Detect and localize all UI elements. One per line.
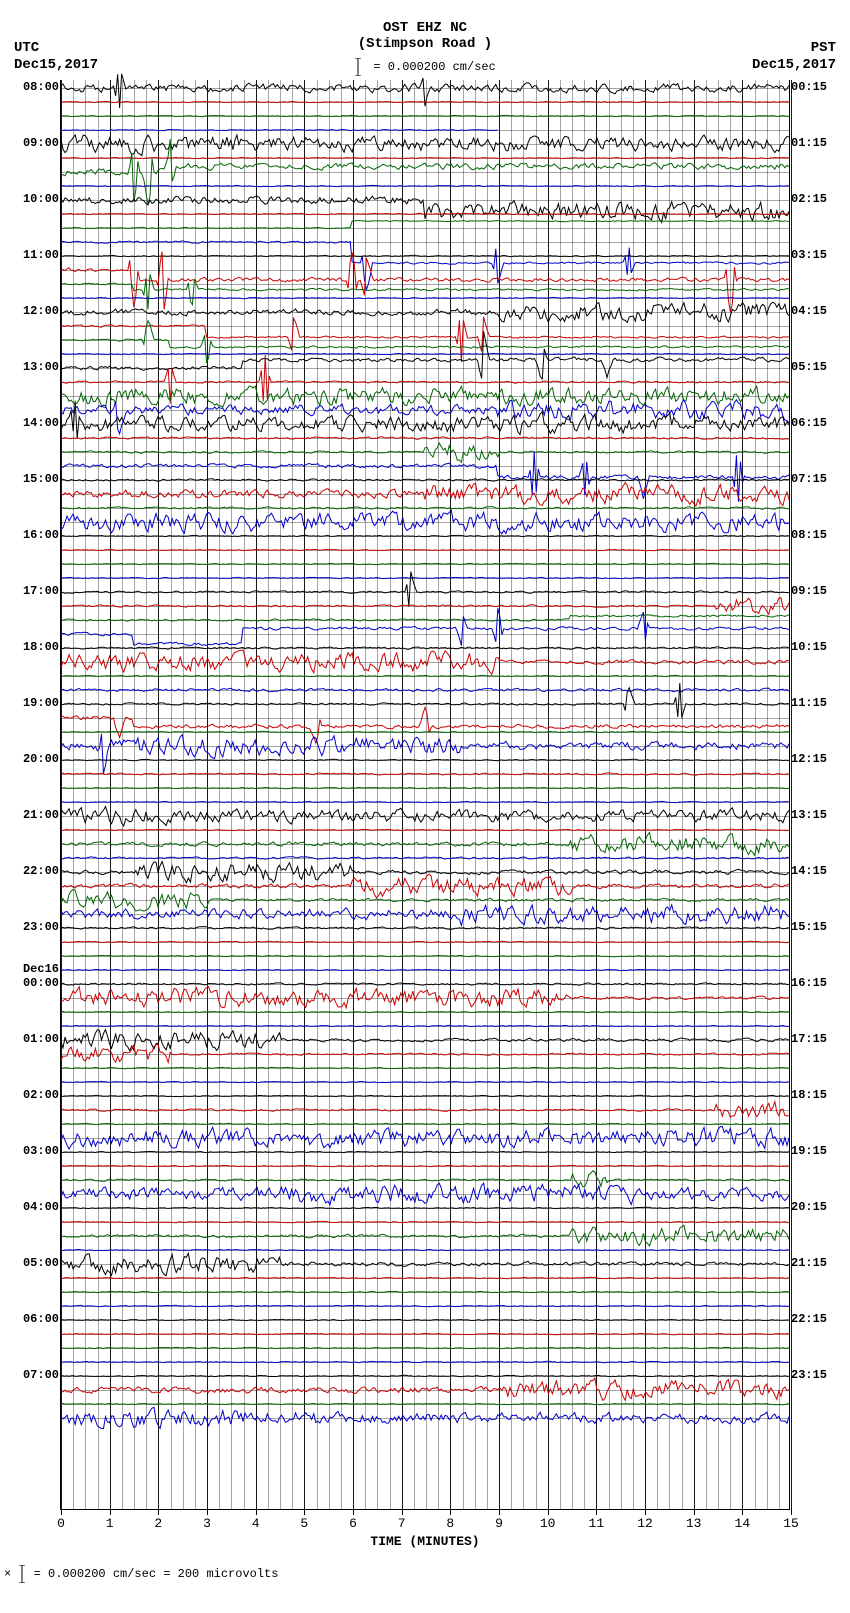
header: OST EHZ NC (Stimpson Road )	[0, 0, 850, 52]
x-tick-mark	[499, 1509, 500, 1515]
pst-time-label: 15:15	[791, 920, 849, 934]
pst-time-label: 01:15	[791, 136, 849, 150]
utc-time-label: 17:00	[1, 584, 59, 598]
utc-time-label: 09:00	[1, 136, 59, 150]
utc-time-label: 05:00	[1, 1256, 59, 1270]
pst-time-label: 03:15	[791, 248, 849, 262]
pst-time-label: 04:15	[791, 304, 849, 318]
x-tick-mark	[645, 1509, 646, 1515]
x-tick-mark	[791, 1509, 792, 1515]
x-tick-label: 5	[300, 1516, 308, 1531]
pst-time-label: 08:15	[791, 528, 849, 542]
utc-time-label: 07:00	[1, 1368, 59, 1382]
pst-time-label: 07:15	[791, 472, 849, 486]
gridline-vertical	[791, 80, 792, 1509]
pst-time-label: 17:15	[791, 1032, 849, 1046]
x-tick-label: 13	[686, 1516, 702, 1531]
pst-time-label: 21:15	[791, 1256, 849, 1270]
utc-time-label: 13:00	[1, 360, 59, 374]
pst-time-label: 05:15	[791, 360, 849, 374]
x-tick-label: 8	[446, 1516, 454, 1531]
x-tick-label: 2	[154, 1516, 162, 1531]
utc-time-label: 02:00	[1, 1088, 59, 1102]
x-tick-mark	[450, 1509, 451, 1515]
x-tick-mark	[402, 1509, 403, 1515]
pst-tz-label: PST	[811, 40, 836, 56]
footer-tick-icon	[18, 1565, 26, 1583]
utc-time-label: 23:00	[1, 920, 59, 934]
x-tick-label: 6	[349, 1516, 357, 1531]
x-tick-mark	[596, 1509, 597, 1515]
utc-time-label: 10:00	[1, 192, 59, 206]
utc-time-label: 03:00	[1, 1144, 59, 1158]
utc-time-label: 21:00	[1, 808, 59, 822]
pst-time-label: 20:15	[791, 1200, 849, 1214]
utc-time-label: Dec16	[1, 962, 59, 976]
utc-time-label: 01:00	[1, 1032, 59, 1046]
pst-time-label: 12:15	[791, 752, 849, 766]
x-tick-label: 4	[252, 1516, 260, 1531]
utc-time-label: 18:00	[1, 640, 59, 654]
pst-time-label: 02:15	[791, 192, 849, 206]
x-tick-label: 14	[735, 1516, 751, 1531]
seismogram-plot: TIME (MINUTES) 012345678910111213141508:…	[60, 80, 790, 1510]
pst-time-label: 22:15	[791, 1312, 849, 1326]
x-tick-mark	[742, 1509, 743, 1515]
utc-time-label: 16:00	[1, 528, 59, 542]
x-tick-label: 15	[783, 1516, 799, 1531]
utc-time-label: 14:00	[1, 416, 59, 430]
pst-time-label: 13:15	[791, 808, 849, 822]
utc-time-label: 04:00	[1, 1200, 59, 1214]
pst-time-label: 09:15	[791, 584, 849, 598]
pst-time-label: 11:15	[791, 696, 849, 710]
x-tick-mark	[158, 1509, 159, 1515]
x-axis-title: TIME (MINUTES)	[61, 1534, 789, 1549]
pst-time-label: 10:15	[791, 640, 849, 654]
utc-time-label: 08:00	[1, 80, 59, 94]
pst-time-label: 23:15	[791, 1368, 849, 1382]
pst-time-label: 14:15	[791, 864, 849, 878]
utc-time-label: 22:00	[1, 864, 59, 878]
pst-time-label: 00:15	[791, 80, 849, 94]
x-tick-mark	[694, 1509, 695, 1515]
x-tick-mark	[256, 1509, 257, 1515]
station-name: (Stimpson Road )	[0, 36, 850, 52]
station-code: OST EHZ NC	[0, 20, 850, 36]
x-tick-label: 10	[540, 1516, 556, 1531]
x-tick-label: 1	[106, 1516, 114, 1531]
x-tick-label: 0	[57, 1516, 65, 1531]
x-tick-mark	[304, 1509, 305, 1515]
x-tick-label: 12	[637, 1516, 653, 1531]
x-tick-mark	[207, 1509, 208, 1515]
seismogram-container: UTC Dec15,2017 PST Dec15,2017 OST EHZ NC…	[0, 0, 850, 1593]
utc-time-label: 15:00	[1, 472, 59, 486]
seismic-trace	[61, 1390, 789, 1446]
x-tick-label: 11	[589, 1516, 605, 1531]
pst-time-label: 18:15	[791, 1088, 849, 1102]
footer-scale: × = 0.000200 cm/sec = 200 microvolts	[0, 1565, 850, 1593]
x-tick-mark	[548, 1509, 549, 1515]
footer-text: = 0.000200 cm/sec = 200 microvolts	[34, 1567, 279, 1581]
x-tick-mark	[61, 1509, 62, 1515]
pst-time-label: 06:15	[791, 416, 849, 430]
x-tick-label: 9	[495, 1516, 503, 1531]
utc-time-label: 19:00	[1, 696, 59, 710]
pst-time-label: 19:15	[791, 1144, 849, 1158]
footer-prefix: ×	[4, 1567, 11, 1581]
pst-time-label: 16:15	[791, 976, 849, 990]
x-tick-label: 3	[203, 1516, 211, 1531]
utc-time-label: 11:00	[1, 248, 59, 262]
x-tick-label: 7	[398, 1516, 406, 1531]
x-tick-mark	[110, 1509, 111, 1515]
utc-time-label: 20:00	[1, 752, 59, 766]
utc-tz-label: UTC	[14, 40, 39, 56]
utc-time-label: 00:00	[1, 976, 59, 990]
x-tick-mark	[353, 1509, 354, 1515]
utc-time-label: 06:00	[1, 1312, 59, 1326]
utc-time-label: 12:00	[1, 304, 59, 318]
